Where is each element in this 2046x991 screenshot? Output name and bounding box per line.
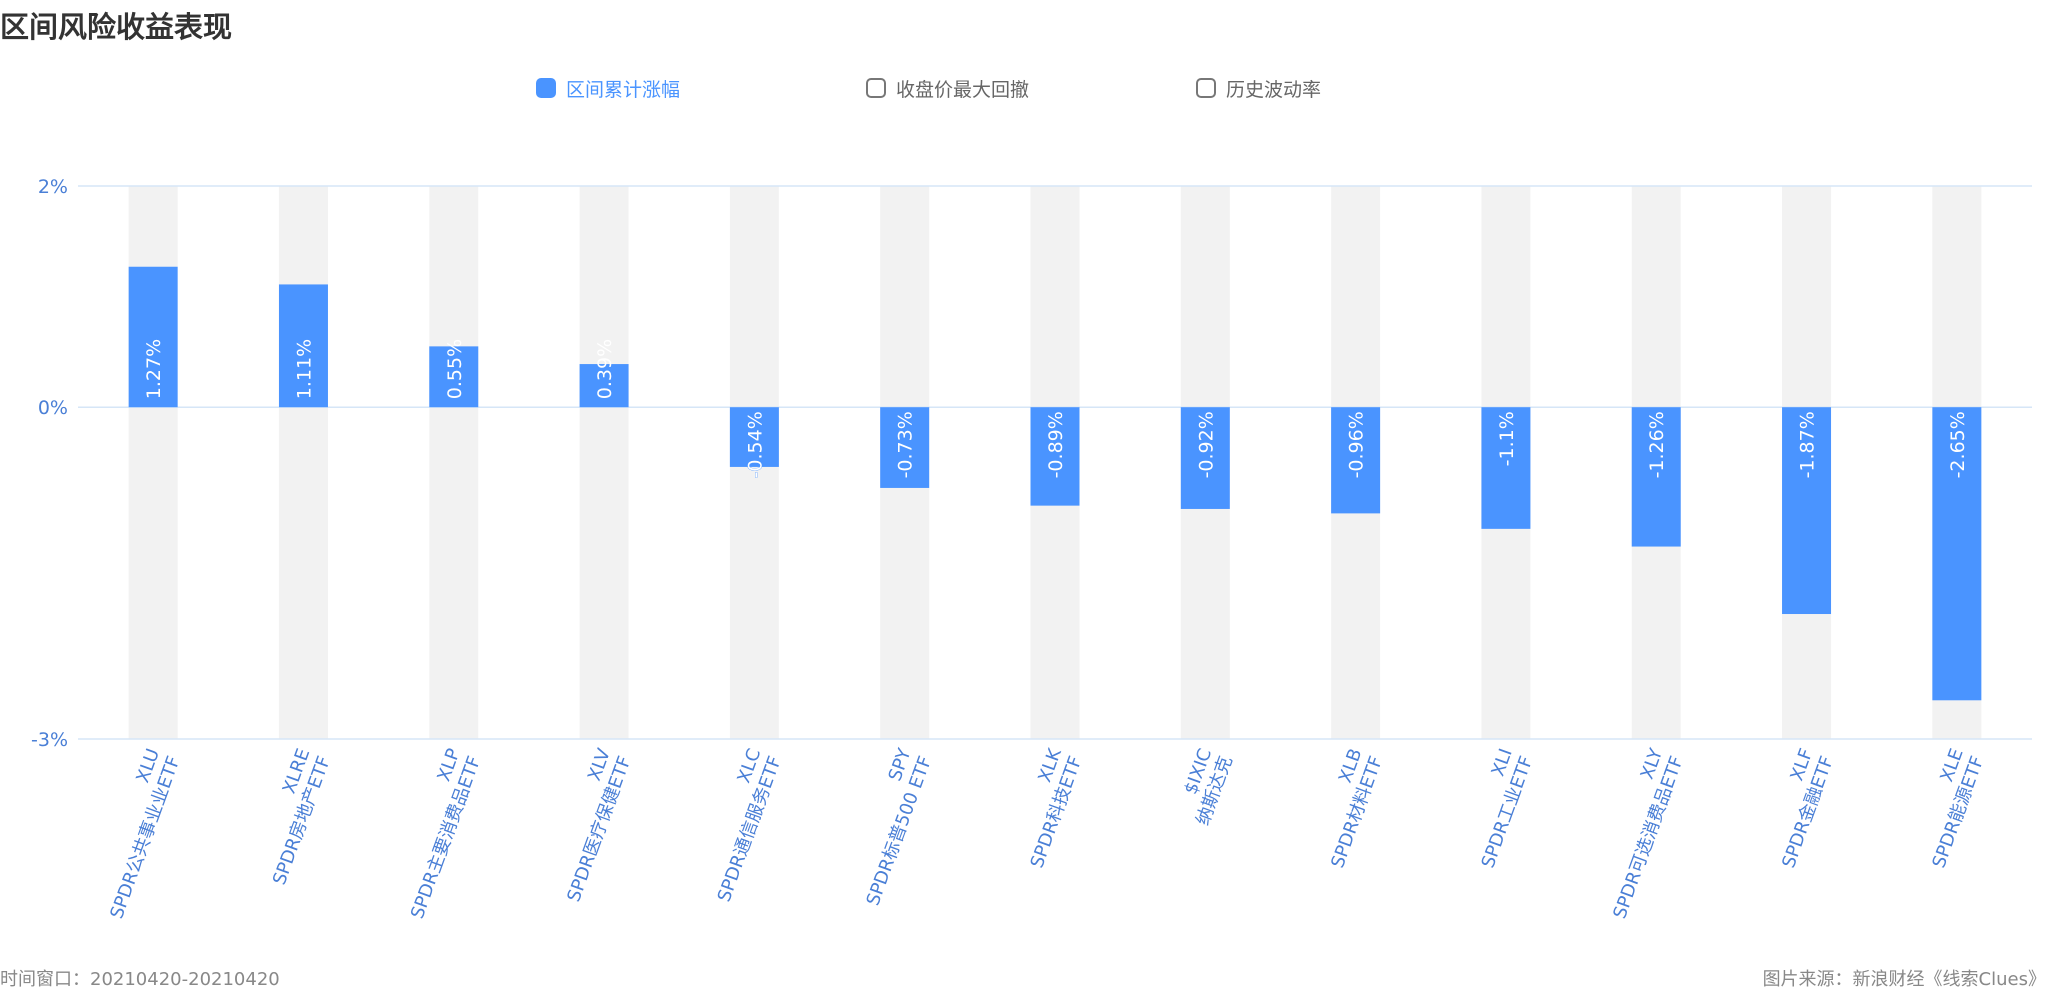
legend-marker-filled xyxy=(536,78,556,98)
category-band xyxy=(579,186,629,739)
data-label: 0.55% xyxy=(444,339,466,399)
legend-marker-empty xyxy=(1196,78,1216,98)
bar xyxy=(278,284,328,408)
bar xyxy=(880,407,930,488)
legend-item-cumulative-gain[interactable]: 区间累计涨幅 xyxy=(536,74,680,102)
y-tick-label: 0% xyxy=(38,397,68,419)
data-label: -2.65% xyxy=(1947,411,1969,478)
legend-label: 区间累计涨幅 xyxy=(566,78,681,101)
category-band xyxy=(278,186,328,739)
bar xyxy=(579,364,629,408)
chart-title: 区间风险收益表现 xyxy=(0,10,233,44)
bar xyxy=(1932,407,1982,701)
image-source-note: 图片来源：新浪财经《线索Clues》 xyxy=(1762,969,2046,990)
data-label: -0.92% xyxy=(1195,411,1217,478)
bar xyxy=(429,346,479,408)
legend-label: 历史波动率 xyxy=(1226,78,1322,101)
data-label: -1.26% xyxy=(1646,411,1668,478)
data-label: 0.39% xyxy=(594,339,616,399)
y-tick-label: -3% xyxy=(31,729,68,751)
bar xyxy=(1631,407,1681,547)
data-label: 1.27% xyxy=(143,339,165,399)
legend-marker-empty xyxy=(866,78,886,98)
bar xyxy=(1180,407,1230,509)
bar xyxy=(128,266,178,408)
data-label: -1.1% xyxy=(1496,411,1518,466)
data-label: -0.73% xyxy=(895,411,917,478)
data-label: 1.11% xyxy=(293,339,315,399)
data-label: -0.54% xyxy=(744,411,766,478)
time-window-note: 时间窗口：20210420-20210420 xyxy=(0,969,280,990)
bar xyxy=(1331,407,1381,514)
bar xyxy=(1782,407,1832,615)
category-band xyxy=(429,186,479,739)
bar xyxy=(1030,407,1080,506)
y-tick-label: 2% xyxy=(38,176,68,198)
legend-label: 收盘价最大回撤 xyxy=(896,78,1030,101)
bar xyxy=(729,407,779,467)
legend-item-volatility[interactable]: 历史波动率 xyxy=(1196,74,1321,102)
legend-item-max-drawdown[interactable]: 收盘价最大回撤 xyxy=(866,74,1029,102)
data-label: -0.89% xyxy=(1045,411,1067,478)
data-label: -0.96% xyxy=(1346,411,1368,478)
data-label: -1.87% xyxy=(1797,411,1819,478)
bar xyxy=(1481,407,1531,529)
